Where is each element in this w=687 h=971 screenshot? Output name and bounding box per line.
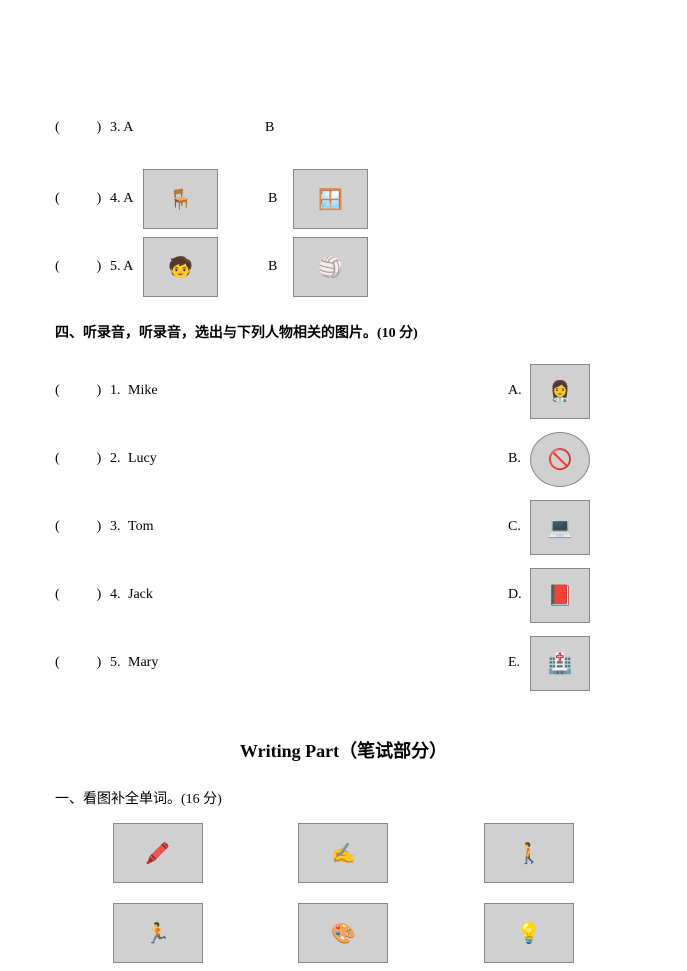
doctor-image: 👩‍⚕️ <box>530 364 590 419</box>
paren[interactable]: ( ) <box>55 383 110 399</box>
run-image: 🏃 <box>113 903 203 963</box>
ball-play-image: 🏐 <box>293 237 368 297</box>
write-image: ✍️ <box>298 823 388 883</box>
match-opt: E. <box>508 655 530 671</box>
q3-optB: B <box>265 120 285 136</box>
match-opt: A. <box>508 383 530 399</box>
match-row-3: ( ) 3. Tom C. 💻 <box>55 493 632 561</box>
match-num: 1. <box>110 383 128 399</box>
match-row-5: ( ) 5. Mary E. 🏥 <box>55 629 632 697</box>
match-row-4: ( ) 4. Jack D. 📕 <box>55 561 632 629</box>
draw-image: 🎨 <box>298 903 388 963</box>
paren[interactable]: ( ) <box>55 120 110 136</box>
paren[interactable]: ( ) <box>55 191 110 207</box>
match-name: Mike <box>128 383 508 399</box>
desk-computer-image: 💻 <box>530 500 590 555</box>
boy-sitting-image: 🧒 <box>143 237 218 297</box>
writing-subtitle: 一、看图补全单词。(16 分) <box>55 788 632 808</box>
walk-image: 🚶 <box>484 823 574 883</box>
hospital-image: 🏥 <box>530 636 590 691</box>
match-num: 3. <box>110 519 128 535</box>
furniture-image: 🪑 <box>143 169 218 229</box>
book-image: 📕 <box>530 568 590 623</box>
q5-num: 5. A <box>110 259 138 275</box>
match-opt: C. <box>508 519 530 535</box>
question-4-row: ( ) 4. A 🪑 B 🪟 <box>55 169 632 229</box>
no-fire-image: 🚫 <box>530 432 590 487</box>
window-image: 🪟 <box>293 169 368 229</box>
question-5-row: ( ) 5. A 🧒 B 🏐 <box>55 237 632 297</box>
match-row-1: ( ) 1. Mike A. 👩‍⚕️ <box>55 357 632 425</box>
q5-optB: B <box>268 259 288 275</box>
match-row-2: ( ) 2. Lucy B. 🚫 <box>55 425 632 493</box>
match-num: 5. <box>110 655 128 671</box>
paren[interactable]: ( ) <box>55 519 110 535</box>
match-name: Lucy <box>128 451 508 467</box>
paren[interactable]: ( ) <box>55 451 110 467</box>
paren[interactable]: ( ) <box>55 587 110 603</box>
lamp-image: 💡 <box>484 903 574 963</box>
q4-num: 4. A <box>110 191 138 207</box>
word-image-row-2: 🏃 🎨 💡 <box>55 903 632 963</box>
section4-title: 四、听录音，听录音，选出与下列人物相关的图片。(10 分) <box>55 322 632 342</box>
word-image-row-1: 🖍️ ✍️ 🚶 <box>55 823 632 883</box>
q4-optB: B <box>268 191 288 207</box>
match-name: Tom <box>128 519 508 535</box>
match-name: Jack <box>128 587 508 603</box>
match-opt: B. <box>508 451 530 467</box>
writing-part-title: Writing Part（笔试部分） <box>55 737 632 763</box>
paren[interactable]: ( ) <box>55 259 110 275</box>
crayon-image: 🖍️ <box>113 823 203 883</box>
question-3-row: ( ) 3. A B <box>55 120 632 136</box>
match-opt: D. <box>508 587 530 603</box>
q3-optA: 3. A <box>110 120 265 136</box>
match-num: 2. <box>110 451 128 467</box>
match-num: 4. <box>110 587 128 603</box>
paren[interactable]: ( ) <box>55 655 110 671</box>
match-name: Mary <box>128 655 508 671</box>
